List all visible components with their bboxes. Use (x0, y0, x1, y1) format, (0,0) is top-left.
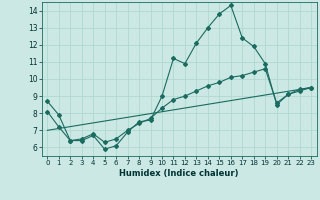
X-axis label: Humidex (Indice chaleur): Humidex (Indice chaleur) (119, 169, 239, 178)
